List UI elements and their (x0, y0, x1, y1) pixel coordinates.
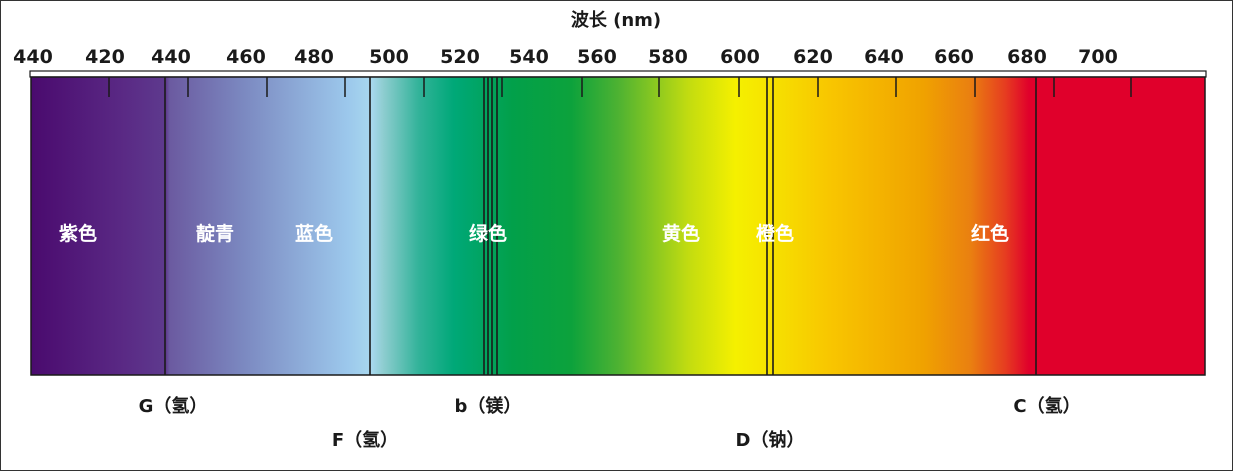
scale-label: 560 (577, 46, 617, 68)
color-band-label: 橙色 (756, 222, 794, 245)
visible-spectrum-band (30, 76, 1206, 376)
scale-label: 520 (440, 46, 480, 68)
absorption-line-label: b（镁） (455, 395, 522, 417)
ruler-bar (29, 70, 1207, 78)
scale-label: 680 (1007, 46, 1047, 68)
scale-label: 580 (648, 46, 688, 68)
scale-label: 600 (720, 46, 760, 68)
scale-ticks (108, 77, 1132, 97)
absorption-line-dividers (164, 77, 1037, 375)
color-band-label: 红色 (971, 222, 1009, 245)
scale-label: 640 (864, 46, 904, 68)
scale-label: 540 (509, 46, 549, 68)
wavelength-scale-labels: 440 420 440 460 480 500 520 540 560 580 600 620 640 6… (13, 46, 1118, 68)
scale-label: 500 (369, 46, 409, 68)
color-band-label: 靛青 (196, 222, 234, 245)
color-band-label: 绿色 (469, 222, 507, 245)
color-band-label: 黄色 (662, 222, 700, 245)
axis-title: 波长 (nm) (571, 9, 661, 31)
absorption-line-label: F（氢） (332, 429, 398, 451)
scale-label: 620 (793, 46, 833, 68)
scale-label: 460 (226, 46, 266, 68)
scale-label: 660 (934, 46, 974, 68)
absorption-line-label: D（钠） (736, 430, 805, 451)
color-band-label: 紫色 (59, 222, 97, 245)
color-band-label: 蓝色 (295, 222, 333, 245)
absorption-line-label: G（氢） (139, 395, 208, 417)
scale-label: 480 (294, 46, 334, 68)
scale-label: 420 (85, 46, 125, 68)
color-band-labels: 紫色 靛青 蓝色 绿色 黄色 橙色 红色 (59, 222, 1009, 245)
scale-label: 700 (1078, 46, 1118, 68)
scale-label: 440 (151, 46, 191, 68)
absorption-line-labels: G（氢） F（氢） b（镁） D（钠） C（氢） (139, 395, 1081, 451)
absorption-line-label: C（氢） (1013, 395, 1080, 417)
scale-label: 440 (13, 46, 53, 68)
